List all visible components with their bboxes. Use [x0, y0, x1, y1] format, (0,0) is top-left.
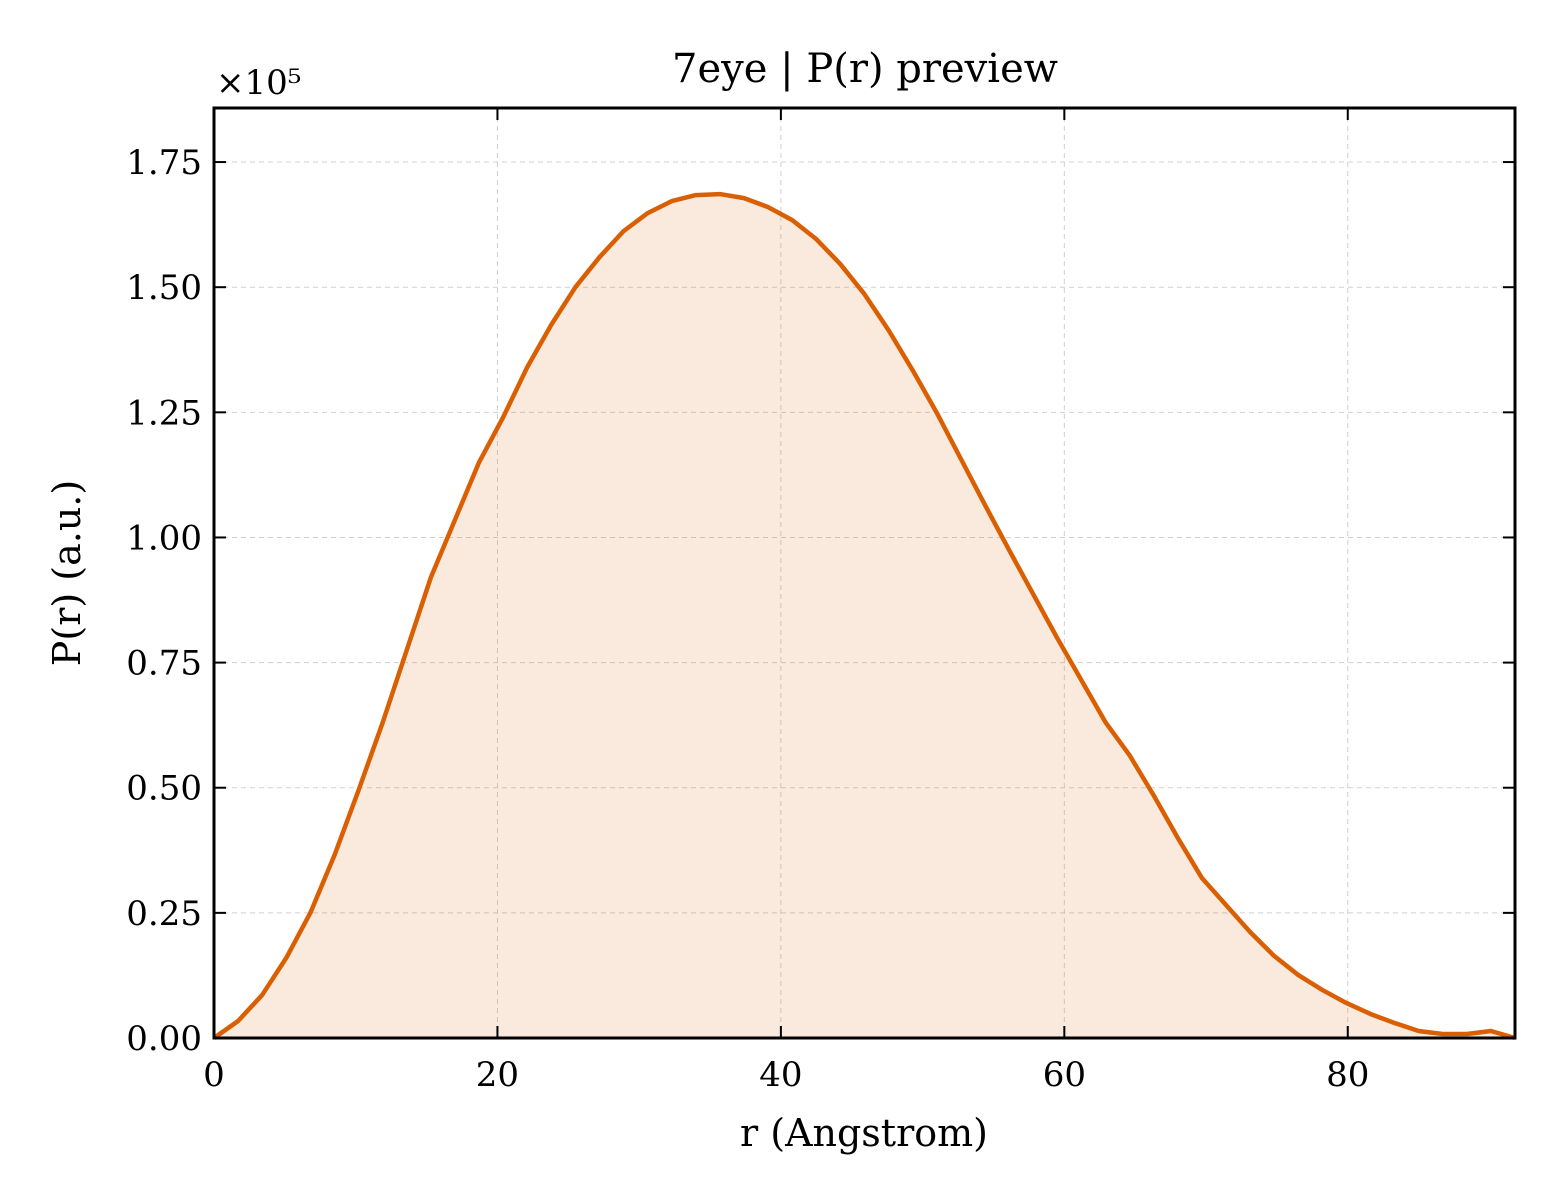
x-axis-label: r (Angstrom)	[740, 1111, 988, 1155]
y-tick-label: 0.00	[126, 1019, 202, 1059]
line	[212, 191, 1516, 1041]
y-tick-label: 0.75	[126, 644, 202, 684]
x-tick-label: 0	[203, 1055, 225, 1095]
y-tick-label: 1.75	[126, 143, 202, 183]
y-tick-label: 1.00	[126, 518, 202, 558]
y-axis-label: P(r) (a.u.)	[45, 480, 89, 666]
y-tick-label: 1.25	[126, 393, 202, 433]
area-fill	[214, 194, 1515, 1038]
y-offset-label: ×10⁵	[216, 63, 301, 103]
x-tick-label: 40	[759, 1055, 802, 1095]
y-tick-label: 1.50	[126, 268, 202, 308]
y-tick-label: 0.25	[126, 894, 202, 934]
x-tick-label: 80	[1326, 1055, 1369, 1095]
x-tick-label: 60	[1043, 1055, 1086, 1095]
x-tick-label: 20	[476, 1055, 519, 1095]
chart-title: 7eye | P(r) preview	[672, 46, 1058, 92]
plot-frame	[212, 106, 1517, 1040]
y-tick-label: 0.50	[126, 769, 202, 809]
